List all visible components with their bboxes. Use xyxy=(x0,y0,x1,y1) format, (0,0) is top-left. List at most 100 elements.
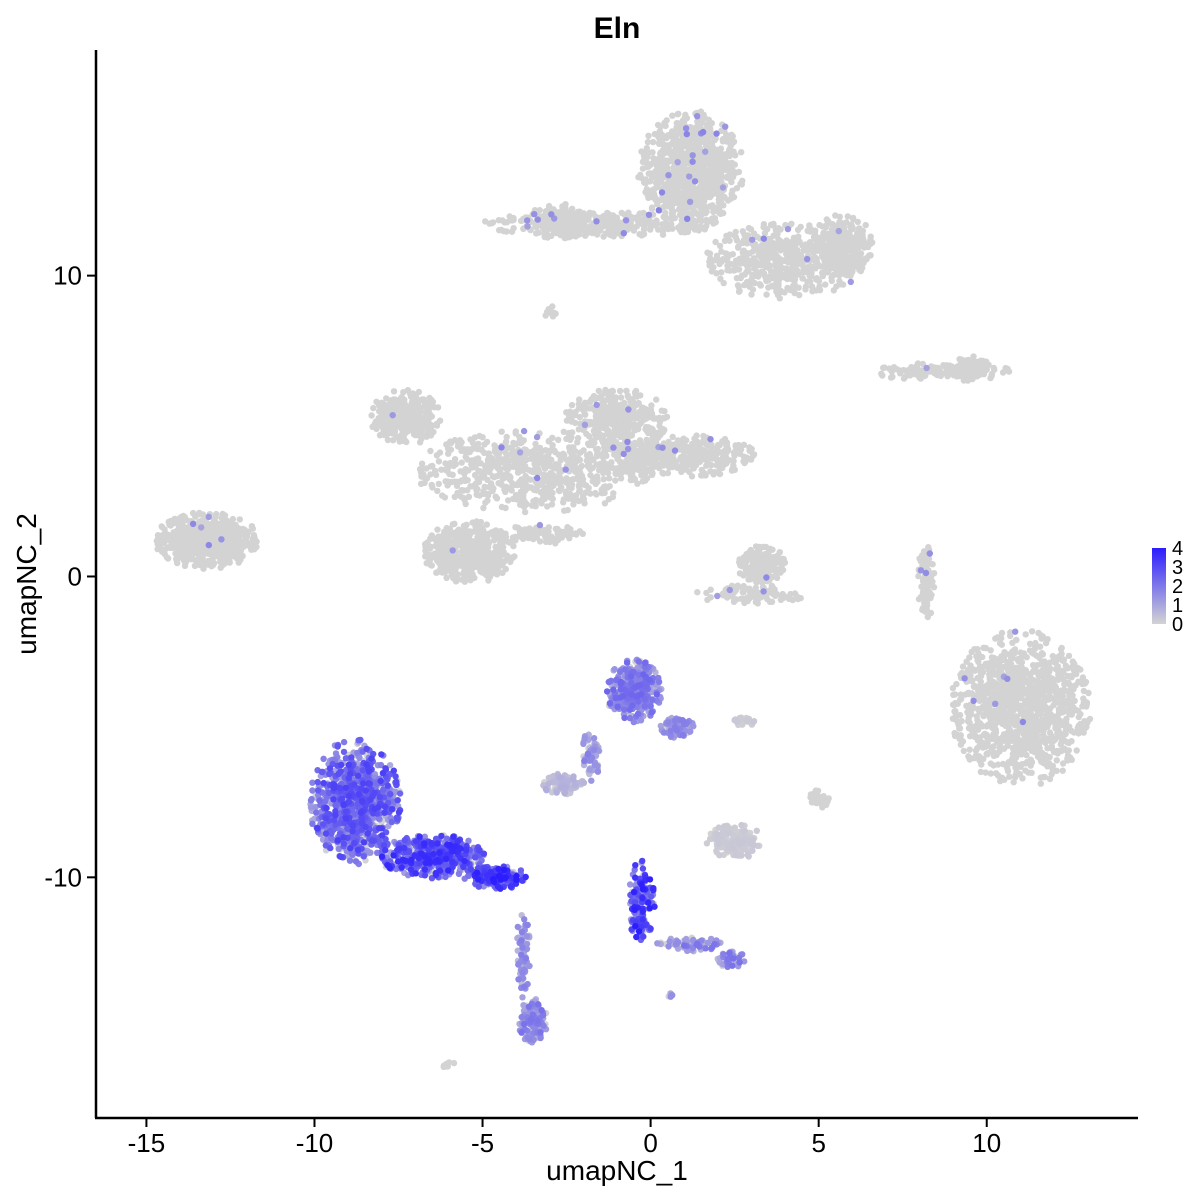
data-point xyxy=(544,234,551,241)
data-point xyxy=(495,217,502,224)
data-point xyxy=(434,404,442,411)
data-point xyxy=(567,490,574,498)
data-point xyxy=(563,409,570,416)
data-point xyxy=(867,233,874,240)
data-point xyxy=(694,165,701,172)
data-point xyxy=(678,457,686,464)
data-point xyxy=(418,460,426,467)
data-point xyxy=(585,216,592,223)
data-point xyxy=(540,527,547,534)
data-point xyxy=(637,171,644,179)
data-point xyxy=(590,210,597,217)
data-point xyxy=(691,171,698,178)
data-point xyxy=(700,136,707,143)
data-point xyxy=(567,431,574,439)
data-point xyxy=(822,267,829,274)
data-point xyxy=(678,183,685,190)
data-point xyxy=(893,366,901,373)
data-point xyxy=(964,377,972,384)
data-point xyxy=(676,139,683,147)
data-point xyxy=(680,189,688,196)
data-point xyxy=(685,179,692,186)
data-point xyxy=(634,480,641,487)
data-point xyxy=(706,262,713,269)
data-point xyxy=(642,405,649,413)
data-point xyxy=(628,432,636,439)
data-point xyxy=(568,401,576,409)
data-point xyxy=(634,414,641,421)
data-point xyxy=(794,226,802,233)
data-point xyxy=(656,414,663,421)
data-point xyxy=(675,110,682,118)
data-point xyxy=(722,151,729,158)
data-point xyxy=(645,219,652,227)
data-point xyxy=(600,212,607,220)
data-point xyxy=(582,231,590,238)
data-point xyxy=(737,274,744,282)
data-point xyxy=(569,530,576,537)
data-point xyxy=(784,258,791,265)
data-point xyxy=(704,454,711,462)
data-point xyxy=(820,237,827,244)
data-point xyxy=(839,234,846,241)
data-point xyxy=(560,496,567,503)
data-point xyxy=(743,251,750,258)
data-point xyxy=(574,434,582,442)
data-point xyxy=(561,507,568,514)
data-point xyxy=(1004,365,1011,373)
data-point xyxy=(733,185,741,192)
data-point xyxy=(610,490,617,497)
data-point xyxy=(390,396,397,403)
data-point xyxy=(508,215,515,222)
data-point xyxy=(579,216,586,224)
data-point xyxy=(710,220,717,227)
data-point xyxy=(692,450,699,457)
data-point xyxy=(803,242,810,249)
data-point xyxy=(644,442,651,449)
data-point xyxy=(776,237,783,244)
data-point xyxy=(599,453,606,460)
data-point xyxy=(720,209,727,217)
data-point xyxy=(655,177,662,185)
data-point xyxy=(946,363,953,370)
data-point xyxy=(529,448,537,455)
data-point xyxy=(701,192,709,199)
data-point xyxy=(569,224,576,232)
data-point xyxy=(658,407,665,414)
data-point xyxy=(568,444,575,451)
data-point xyxy=(438,557,445,564)
data-point xyxy=(521,508,529,516)
data-point xyxy=(776,295,783,302)
data-point xyxy=(467,483,474,490)
data-point xyxy=(500,530,507,538)
data-point xyxy=(643,427,651,434)
data-point xyxy=(491,448,499,455)
data-point xyxy=(637,441,645,449)
data-point xyxy=(556,487,563,494)
data-point xyxy=(693,123,700,131)
data-point xyxy=(764,225,771,233)
data-point xyxy=(501,486,508,493)
data-point xyxy=(539,457,546,465)
data-point xyxy=(606,228,613,235)
data-point xyxy=(581,399,589,406)
data-point xyxy=(657,137,664,144)
data-point xyxy=(580,496,588,503)
data-point xyxy=(827,258,834,265)
data-point xyxy=(413,404,420,411)
data-point xyxy=(698,466,705,474)
data-point xyxy=(480,469,487,476)
data-point xyxy=(510,453,518,461)
data-point xyxy=(554,527,561,535)
data-point xyxy=(596,424,603,431)
data-point xyxy=(606,483,613,490)
data-point xyxy=(659,469,666,476)
data-point xyxy=(844,213,851,220)
data-point xyxy=(811,257,818,264)
data-point xyxy=(500,228,508,235)
data-point xyxy=(449,471,456,478)
data-point xyxy=(785,266,793,273)
data-point xyxy=(812,227,819,234)
data-point xyxy=(625,420,633,427)
data-point xyxy=(512,430,519,437)
